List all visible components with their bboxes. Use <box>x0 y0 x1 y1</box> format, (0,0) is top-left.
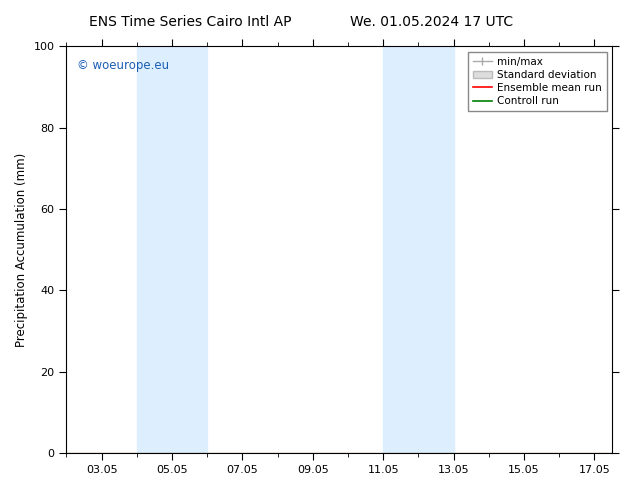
Text: ENS Time Series Cairo Intl AP: ENS Time Series Cairo Intl AP <box>89 15 292 29</box>
Text: © woeurope.eu: © woeurope.eu <box>77 59 169 72</box>
Text: We. 01.05.2024 17 UTC: We. 01.05.2024 17 UTC <box>349 15 513 29</box>
Bar <box>137 47 207 453</box>
Y-axis label: Precipitation Accumulation (mm): Precipitation Accumulation (mm) <box>15 153 28 347</box>
Bar <box>383 47 454 453</box>
Legend: min/max, Standard deviation, Ensemble mean run, Controll run: min/max, Standard deviation, Ensemble me… <box>468 51 607 111</box>
